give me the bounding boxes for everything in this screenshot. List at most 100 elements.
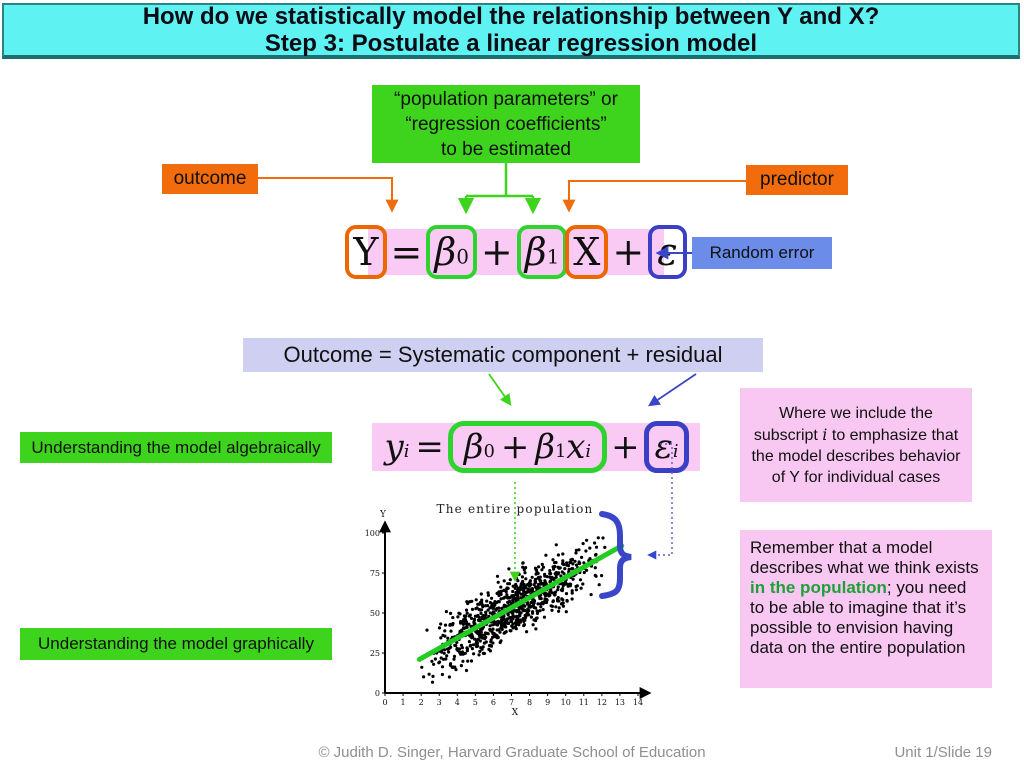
scatter-point xyxy=(495,628,499,632)
scatter-point xyxy=(516,597,520,601)
population-parameters-line-2: “regression coefficients” xyxy=(405,113,607,135)
scatter-point xyxy=(556,588,560,592)
scatter-point xyxy=(449,611,453,615)
scatter-point xyxy=(550,591,555,595)
scatter-point xyxy=(445,654,449,658)
x-tick-label: 3 xyxy=(437,698,442,707)
scatter-point xyxy=(522,590,526,594)
scatter-point xyxy=(522,583,526,588)
scatter-point xyxy=(464,614,468,618)
scatter-point xyxy=(484,640,488,644)
scatter-point xyxy=(510,624,514,628)
scatter-point xyxy=(579,586,583,590)
x-tick-label: 0 xyxy=(382,698,387,707)
scatter-point xyxy=(511,617,515,621)
scatter-point xyxy=(554,560,558,565)
scatter-point xyxy=(427,672,431,676)
scatter-point xyxy=(522,624,526,628)
scatter-point xyxy=(508,578,512,582)
equals-sign: = xyxy=(390,230,423,274)
scatter-point xyxy=(526,587,531,591)
scatter-point xyxy=(589,593,593,597)
scatter-point xyxy=(471,643,476,647)
scatter-point xyxy=(551,558,555,562)
scatter-point xyxy=(457,611,461,615)
scatter-point xyxy=(519,611,523,615)
formula-term-epsilon: ε xyxy=(648,225,687,279)
scatter-point xyxy=(548,590,552,594)
scatter-point xyxy=(542,615,546,619)
scatter-point xyxy=(511,613,515,617)
algebraic-label: Understanding the model algebraically xyxy=(20,432,332,463)
scatter-point xyxy=(557,606,561,610)
x-tick-label: 14 xyxy=(633,698,643,707)
scatter-point xyxy=(449,645,453,649)
scatter-point xyxy=(596,536,600,540)
scatter-point xyxy=(561,587,565,591)
scatter-point xyxy=(492,606,496,610)
scatter-point xyxy=(581,542,585,546)
scatter-point xyxy=(534,568,539,572)
equals-sign: = xyxy=(415,427,444,467)
x-tick-label: 7 xyxy=(509,698,514,707)
scatter-point xyxy=(574,563,579,567)
scatter-point xyxy=(487,644,492,648)
scatter-point xyxy=(585,568,589,572)
scatter-point xyxy=(440,665,445,669)
y-tick-label: 75 xyxy=(370,569,380,578)
scatter-point xyxy=(479,627,483,632)
scatter-point xyxy=(500,625,504,629)
scatter-point xyxy=(502,588,506,592)
scatter-point xyxy=(582,570,586,575)
scatter-point xyxy=(465,646,469,650)
y-axis-label: Y xyxy=(379,510,387,520)
x-tick-label: 12 xyxy=(597,698,607,707)
scatter-point xyxy=(530,589,534,593)
scatter-point xyxy=(470,607,475,611)
scatter-point xyxy=(468,613,472,617)
scatter-point xyxy=(554,605,558,609)
scatter-point xyxy=(477,615,481,619)
scatter-point xyxy=(507,599,511,603)
scatter-point xyxy=(570,591,574,595)
scatter-point xyxy=(516,579,520,583)
scatter-point xyxy=(541,602,545,606)
scatter-point xyxy=(584,549,588,553)
subscript-note-pre: Where we include the subscript xyxy=(753,404,933,444)
scatter-point xyxy=(553,593,557,597)
scatter-point xyxy=(527,613,531,617)
scatter-point xyxy=(524,577,528,581)
scatter-point xyxy=(483,604,488,608)
scatter-point xyxy=(569,582,573,586)
scatter-point xyxy=(455,647,459,651)
scatter-point xyxy=(499,597,503,601)
scatter-point xyxy=(459,621,463,625)
scatter-point xyxy=(528,579,532,583)
scatter-point xyxy=(515,592,519,596)
scatter-point xyxy=(501,617,505,621)
y-tick-label: 25 xyxy=(370,649,380,658)
scatter-point xyxy=(472,617,476,621)
scatter-point xyxy=(548,569,552,573)
scatter-point xyxy=(561,552,565,556)
scatter-point xyxy=(481,614,485,618)
scatter-point xyxy=(475,614,479,618)
population-scatter-plot: The entire population Y X 0 1 2 3 4 5 6 7 8 9 10 11… xyxy=(365,502,652,718)
scatter-point xyxy=(467,640,471,644)
scatter-point xyxy=(562,572,566,576)
scatter-point xyxy=(517,572,521,576)
scatter-point xyxy=(490,603,494,608)
scatter-point xyxy=(501,622,505,626)
random-error-label: Random error xyxy=(692,237,832,269)
scatter-point xyxy=(581,582,585,586)
scatter-point xyxy=(529,615,533,619)
scatter-point xyxy=(486,591,490,595)
scatter-point xyxy=(486,608,490,612)
plus-sign: + xyxy=(500,427,530,467)
scatter-point xyxy=(451,665,455,669)
scatter-point xyxy=(582,561,586,565)
